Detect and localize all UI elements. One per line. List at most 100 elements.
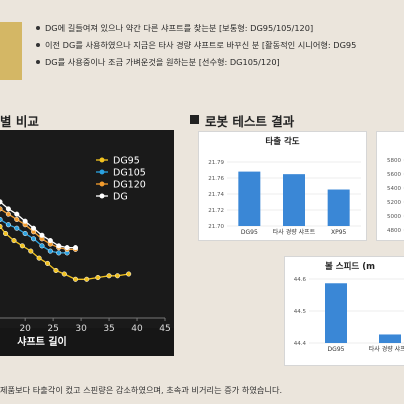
data-point-dg105 [22,230,28,237]
data-point-dg105 [0,216,3,222]
x-tick-label: 20 [19,324,31,334]
data-point-dg [31,225,37,231]
ball-speed-bar-chart: 44.4 44.5 44.6 DG95 타사 경량 샤프트 [294,277,404,353]
y-tick-label: 21.70 [208,224,224,230]
bullet-dot-icon [36,26,40,30]
bullet-dot-icon [36,60,40,64]
legend-label-dg120: DG120 [113,180,146,191]
bullet-item: DG에 길들여져 있으나 약간 다른 샤프트를 찾는분 [보통형: DG95/1… [36,22,404,39]
y-tick-label: 5600 [387,172,401,178]
robot-test-title: 로봇 테스트 결과 [205,114,295,129]
robot-test-header: 로봇 테스트 결과 [190,111,404,129]
data-point-dg [0,199,3,205]
data-point-dg [72,245,79,251]
data-point-dg [14,211,20,217]
legend-marker [99,157,105,163]
data-point-dg [64,245,70,251]
y-tick-label: 5200 [387,200,401,206]
data-point-dg105 [47,248,53,254]
data-point-dg95 [53,267,59,274]
data-point-dg120 [5,211,11,217]
data-point-dg105 [5,222,11,228]
data-point-dg95 [126,271,132,277]
y-tick-label: 5400 [387,186,401,192]
legend-marker [99,169,105,175]
bullet-item: 이전 DG를 사용하였으나 지금은 타사 경량 샤프트로 바꾸신 분 [활동적인… [36,39,404,56]
square-bullet-icon [190,115,199,124]
data-point-dg [22,218,28,224]
x-tick-label: 40 [131,324,143,334]
bar [283,174,305,226]
x-tick-label: 30 [75,324,87,334]
plot-area [0,130,174,328]
data-point-dg [5,206,11,212]
data-point-dg95 [0,223,3,230]
bullet-item: DG를 사용중이나 조금 가벼운것을 원하는분 [선수형: DG105/120] [36,56,404,73]
data-point-dg95 [106,273,112,279]
data-point-dg95 [95,274,101,281]
spin-bar-chart: 5800 5600 5400 5200 5000 4800 [387,158,404,234]
data-point-dg [39,232,45,238]
legend-marker [99,181,105,187]
launch-angle-bar-chart: 21.70 21.72 21.74 21.76 21.79 DG95 타사 경량 샤프트 XP… [208,160,361,236]
bullet-text: DG를 사용중이나 조금 가벼운것을 원하는분 [선수형: DG105/120] [45,57,280,67]
bar [238,171,261,226]
category-label: DG95 [328,346,345,353]
data-point-dg95 [28,248,34,254]
legend-label-dg105: DG105 [113,168,146,179]
x-tick-label: 45 [159,324,170,334]
data-point-dg105 [56,250,62,256]
data-point-dg95 [114,273,121,279]
x-axis-title: 샤프트 길이 [17,335,66,348]
bullet-dot-icon [36,43,40,47]
series-line-dg120 [0,208,76,251]
data-point-dg95 [19,243,25,249]
y-tick-label: 4800 [387,228,401,234]
legend-label-dg95: DG95 [113,156,140,167]
bullet-list: DG에 길들여져 있으나 약간 다른 샤프트를 찾는분 [보통형: DG95/1… [36,22,404,73]
ball-speed-title: 볼 스피드 (m [325,262,375,272]
data-point-dg105 [39,243,45,249]
category-label: XP95 [331,229,347,236]
category-label: 타사 경량 샤프트 [273,228,316,236]
data-point-dg95 [61,271,67,277]
data-point-dg105 [31,236,37,242]
y-tick-label: 21.72 [208,208,224,214]
left-section-title: 별 비교 [0,114,39,129]
ball-speed-panel: 볼 스피드 (m 44.4 44.5 44.6 DG95 타사 경량 샤프트 [284,256,404,366]
bullet-text: DG에 길들여져 있으나 약간 다른 샤프트를 찾는분 [보통형: DG95/1… [45,23,314,33]
y-tick-label: 5800 [387,158,401,164]
category-label: 타사 경량 샤프트 [369,345,404,353]
spin-panel: 5800 5600 5400 5200 5000 4800 [376,131,404,241]
data-point-dg95 [44,260,51,266]
bar [327,189,350,226]
y-tick-label: 21.76 [208,176,224,182]
data-point-dg95 [84,276,90,282]
bar [325,283,347,343]
y-tick-label: 44.4 [294,341,307,347]
data-point-dg120 [14,216,20,222]
legend-label-dg: DG [113,192,128,203]
data-point-dg95 [11,238,17,244]
data-point-dg120 [0,206,3,212]
data-point-dg105 [14,225,20,231]
data-point-dg [56,243,62,249]
launch-angle-title: 타출 각도 [265,137,300,147]
category-label: DG95 [241,229,258,236]
x-tick-label: 35 [103,324,114,334]
data-point-dg95 [72,276,79,282]
data-point-dg95 [3,230,9,237]
legend-marker [99,193,105,199]
bar [379,334,401,343]
series-line-dg [0,201,76,249]
data-point-dg95 [36,255,42,261]
data-point-dg [47,238,53,244]
y-tick-label: 21.79 [208,160,224,166]
y-tick-label: 5000 [387,214,401,220]
bullet-text: 이전 DG를 사용하였으나 지금은 타사 경량 샤프트로 바꾸신 분 [활동적인… [45,40,357,50]
y-tick-label: 44.6 [294,277,307,283]
gold-accent-tab [0,22,22,80]
y-tick-label: 21.74 [208,192,224,198]
launch-angle-panel: 타출 각도 21.70 21.72 21.74 21.76 21.79 DG95 타사 경량… [198,131,367,241]
